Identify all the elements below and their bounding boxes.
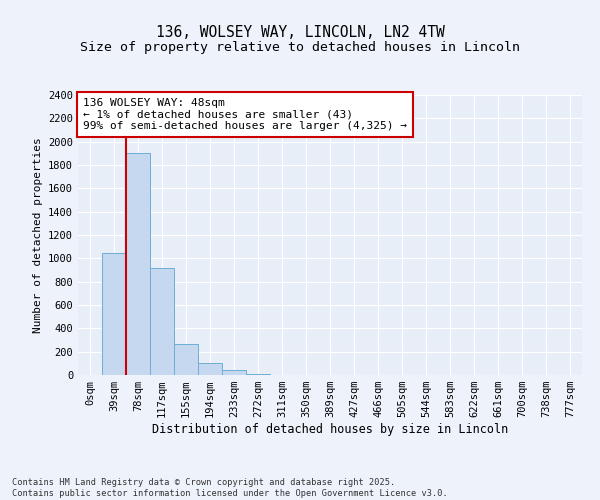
Bar bbox=[150, 268, 174, 375]
Text: 136 WOLSEY WAY: 48sqm
← 1% of detached houses are smaller (43)
99% of semi-detac: 136 WOLSEY WAY: 48sqm ← 1% of detached h… bbox=[83, 98, 407, 131]
Bar bbox=[174, 344, 198, 375]
Text: 136, WOLSEY WAY, LINCOLN, LN2 4TW: 136, WOLSEY WAY, LINCOLN, LN2 4TW bbox=[155, 25, 445, 40]
Y-axis label: Number of detached properties: Number of detached properties bbox=[32, 137, 43, 333]
Bar bbox=[102, 252, 126, 375]
Text: Size of property relative to detached houses in Lincoln: Size of property relative to detached ho… bbox=[80, 41, 520, 54]
Text: Contains HM Land Registry data © Crown copyright and database right 2025.
Contai: Contains HM Land Registry data © Crown c… bbox=[12, 478, 448, 498]
Bar bbox=[246, 374, 270, 375]
Bar bbox=[222, 370, 246, 375]
Bar bbox=[198, 364, 222, 375]
Bar bbox=[126, 154, 150, 375]
X-axis label: Distribution of detached houses by size in Lincoln: Distribution of detached houses by size … bbox=[152, 423, 508, 436]
